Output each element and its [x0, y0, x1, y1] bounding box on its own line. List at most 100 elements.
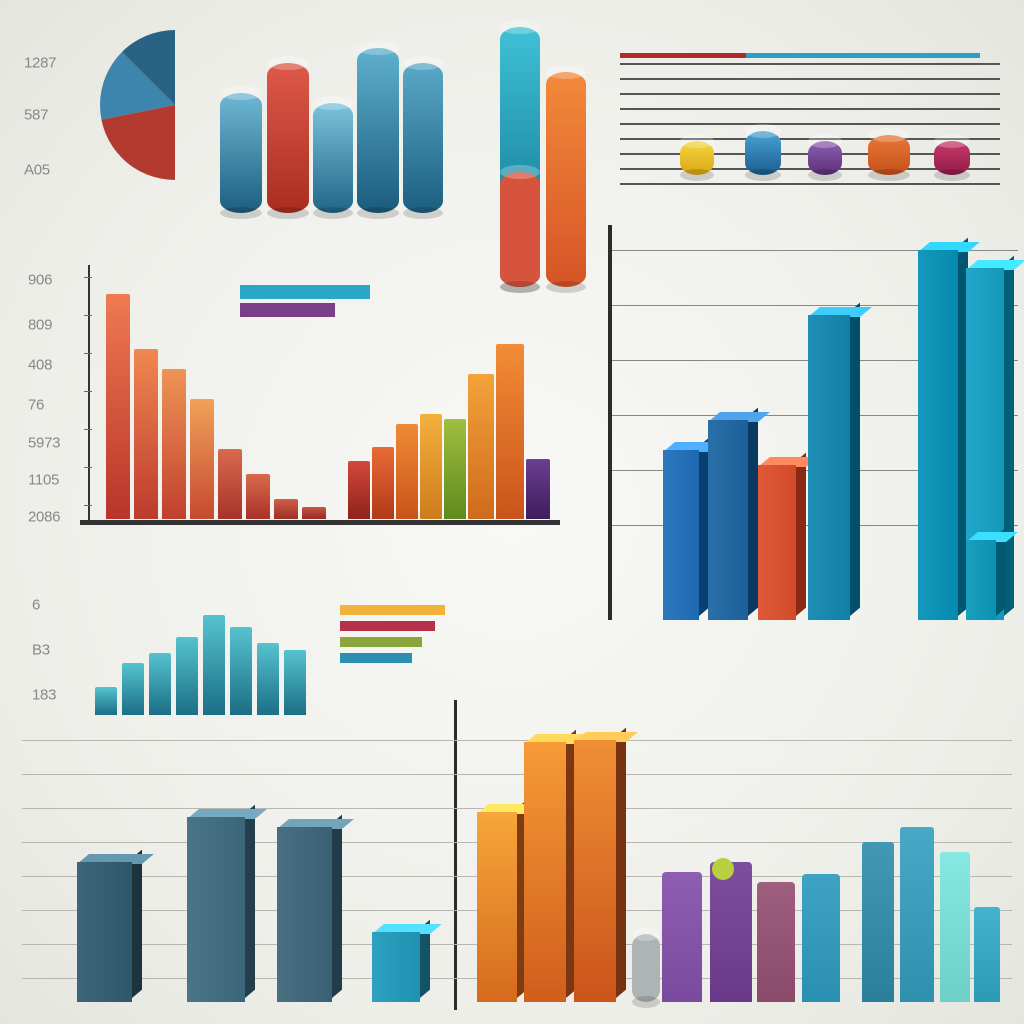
panelG-teal-bar-2	[940, 852, 970, 1002]
panelE-bar-short	[966, 540, 996, 620]
panelE-bar-4	[918, 250, 958, 620]
panelF-ytick-2: 183	[32, 687, 56, 704]
panelD-ytick-5: 1105	[28, 472, 59, 489]
panelD-tick	[84, 391, 92, 392]
panelA-bar-4	[403, 63, 443, 213]
panelD-rainbow-bar-0	[348, 461, 370, 519]
panelA-bar-0	[220, 93, 262, 213]
panelF-legend-strip-2	[340, 637, 422, 647]
panelG-left-bar-2	[277, 827, 332, 1002]
panelC-gridline	[620, 93, 1000, 95]
panelD-rainbow-bar-5	[468, 374, 494, 519]
panelF-bar-2	[149, 653, 171, 715]
panelF-small-teal-chart	[40, 575, 440, 715]
panelC-gridline	[620, 63, 1000, 65]
panelC-gridline	[620, 183, 1000, 185]
panelG-left-bar-0	[77, 862, 132, 1002]
panelD-desc-bar-3	[190, 399, 214, 519]
panelD-ytick-6: 2086	[28, 509, 60, 526]
panelC-accent-bar	[620, 53, 980, 58]
panelD-ytick-0: 906	[28, 272, 52, 289]
panelG-left-bar-1	[187, 817, 245, 1002]
panelG-center-bar-1	[524, 742, 566, 1002]
panelD-tick	[84, 277, 92, 278]
panelG-teal-bar-3	[974, 907, 1000, 1002]
panelF-bar-7	[284, 650, 306, 715]
panelE-bar-1	[708, 420, 748, 620]
panelF-bar-5	[230, 627, 252, 715]
panelD-ytick-3: 76	[28, 397, 44, 414]
panelC-gridline-cylinders	[620, 55, 1000, 205]
panelF-bar-6	[257, 643, 279, 715]
panelF-legend-strip-0	[340, 605, 445, 615]
panelD-desc-bar-0	[106, 294, 130, 519]
panelD-desc-bar-4	[218, 449, 242, 519]
panelC-cyl-4	[934, 141, 970, 175]
panelC-gridline	[620, 78, 1000, 80]
panelF-legend-strip-1	[340, 621, 435, 631]
panelF-ytick-0: 6	[32, 597, 40, 614]
panelG-purple-bar-2	[757, 882, 795, 1002]
panelD-yaxis-line	[88, 265, 90, 525]
panelG-gray-cyl	[632, 934, 660, 1002]
panelD-ytick-2: 408	[28, 357, 52, 374]
panelG-center-yaxis	[454, 700, 457, 1010]
panelD-tick	[84, 353, 92, 354]
panelE-bar-3	[808, 315, 850, 620]
panelA-ytick-2: A05	[24, 162, 50, 179]
panelF-bar-0	[95, 687, 117, 715]
panelD-rainbow-bar-3	[420, 414, 442, 519]
panelG-dot	[712, 858, 734, 880]
panelD-ytick-1: 809	[28, 317, 52, 334]
panelA-ytick-0: 1287	[24, 55, 56, 72]
panelE-bar-2	[758, 465, 796, 620]
panelG-gridline	[22, 740, 1012, 741]
panelC-cyl-0	[680, 141, 714, 175]
panelF-bar-3	[176, 637, 198, 715]
panelD-desc-bar-7	[302, 507, 326, 519]
panelB-bar-1	[546, 72, 586, 287]
panelC-cyl-3	[868, 135, 910, 175]
panelF-bar-1	[122, 663, 144, 715]
panelE-3d-bars	[608, 225, 1018, 620]
panelB-tall-cylinders	[500, 22, 600, 287]
panelG-bottom-composite	[22, 730, 1012, 1020]
panelA-ytick-1: 587	[24, 107, 48, 124]
panelD-rainbow-bar-2	[396, 424, 418, 519]
panelD-tick	[84, 429, 92, 430]
panelD-desc-bar-6	[274, 499, 298, 519]
panelD-rainbow-bar-6	[496, 344, 524, 519]
panelF-legend-strip-3	[340, 653, 412, 663]
panelG-center-bar-2	[574, 740, 616, 1002]
chart-collage: 1287 587 A05 906 809 408 76 5973 1105 20…	[0, 0, 1024, 1024]
panelD-rainbow-bar-1	[372, 447, 394, 519]
panelA-bar-3	[357, 48, 399, 213]
panelG-purple-bar-3	[802, 874, 840, 1002]
panelE-bar-0	[663, 450, 699, 620]
panelC-gridline	[620, 123, 1000, 125]
panelA-cylinder-chart	[115, 38, 425, 213]
panelD-tick	[84, 315, 92, 316]
panelC-gridline	[620, 108, 1000, 110]
panelD-tick	[84, 505, 92, 506]
panelA-bar-2	[313, 103, 353, 213]
panelA-bar-1	[267, 63, 309, 213]
panelF-bar-4	[203, 615, 225, 715]
panelD-ytick-4: 5973	[28, 435, 60, 452]
panelG-center-bar-0	[477, 812, 517, 1002]
panelF-ytick-1: B3	[32, 642, 50, 659]
panelG-teal-bar-0	[862, 842, 894, 1002]
panelD-tick	[84, 467, 92, 468]
panelG-left-bar-3	[372, 932, 420, 1002]
panelD-xaxis-line	[80, 520, 560, 525]
panelC-cyl-1	[745, 131, 781, 175]
panelD-rainbow-bar-7	[526, 459, 550, 519]
panelG-teal-bar-1	[900, 827, 934, 1002]
panelD-desc-bar-1	[134, 349, 158, 519]
panelD-desc-bar-2	[162, 369, 186, 519]
panelD-desc-bar-5	[246, 474, 270, 519]
panelD-descending-chart	[70, 265, 560, 525]
panelG-purple-bar-1	[710, 862, 752, 1002]
panelG-gridline	[22, 774, 1012, 775]
panelD-rainbow-bar-4	[444, 419, 466, 519]
